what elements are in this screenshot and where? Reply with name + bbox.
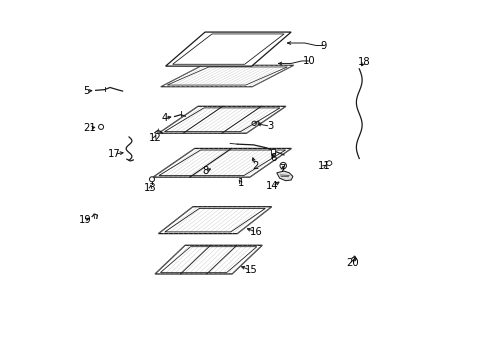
Text: 20: 20	[345, 258, 358, 268]
Polygon shape	[276, 171, 292, 181]
Text: 15: 15	[244, 265, 257, 275]
Polygon shape	[158, 106, 285, 133]
Text: 17: 17	[108, 149, 121, 159]
Text: 4: 4	[162, 113, 168, 123]
Text: 18: 18	[358, 57, 370, 67]
Polygon shape	[155, 245, 262, 274]
Text: 1: 1	[237, 178, 244, 188]
Circle shape	[99, 125, 103, 130]
Polygon shape	[161, 65, 293, 87]
Text: 21: 21	[83, 123, 96, 133]
Text: 2: 2	[251, 161, 258, 171]
Text: 13: 13	[144, 183, 157, 193]
Text: 14: 14	[265, 181, 278, 192]
Circle shape	[149, 177, 154, 182]
Bar	[270, 149, 274, 155]
Text: 7: 7	[279, 164, 285, 174]
Polygon shape	[158, 207, 271, 234]
Text: 12: 12	[148, 133, 161, 143]
Text: 19: 19	[79, 215, 91, 225]
Circle shape	[280, 162, 286, 169]
Text: 3: 3	[266, 121, 273, 131]
Text: 6: 6	[269, 153, 276, 163]
Text: 11: 11	[317, 161, 330, 171]
Text: 16: 16	[249, 227, 262, 237]
Polygon shape	[165, 32, 290, 66]
Text: 8: 8	[202, 166, 208, 176]
Text: 9: 9	[320, 41, 326, 50]
Text: 5: 5	[83, 86, 90, 96]
Polygon shape	[153, 148, 291, 177]
Polygon shape	[325, 161, 331, 166]
Text: 10: 10	[302, 56, 315, 66]
